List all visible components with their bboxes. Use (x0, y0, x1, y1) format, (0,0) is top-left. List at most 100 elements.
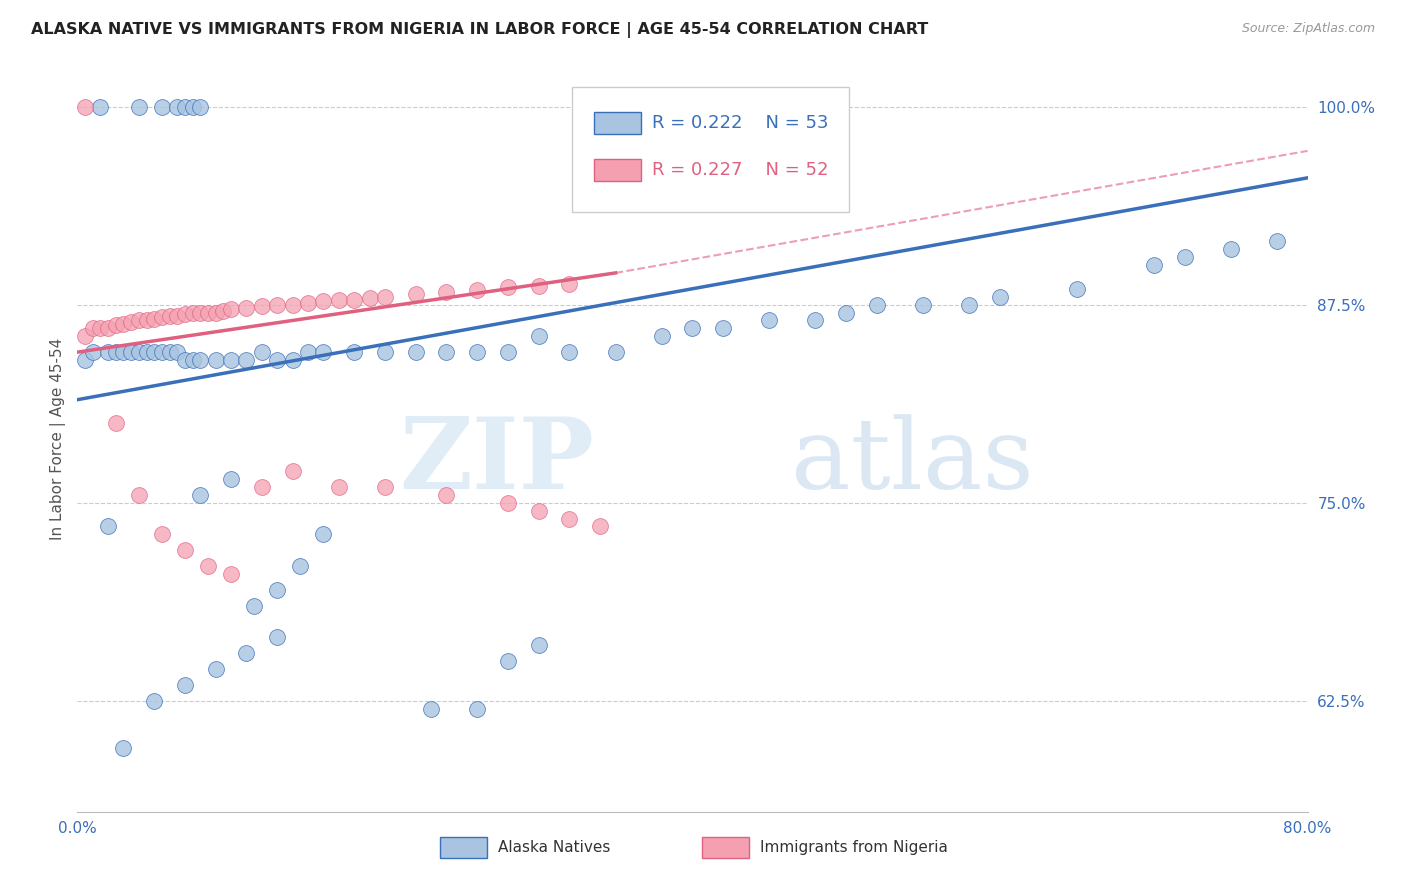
Point (527, 329, 550, 343)
Point (128, 99, 150, 113)
Point (188, 305, 212, 319)
Point (159, 345, 181, 359)
Point (1066, 282, 1088, 296)
FancyBboxPatch shape (440, 837, 486, 858)
Point (527, 503, 550, 517)
Point (174, 678, 197, 692)
Point (281, 297, 304, 311)
Point (219, 567, 242, 582)
Point (97, 345, 120, 359)
Point (374, 480, 396, 494)
Point (835, 305, 858, 319)
Point (589, 519, 612, 533)
Text: R = 0.227    N = 52: R = 0.227 N = 52 (652, 161, 828, 178)
Point (82, 321, 104, 335)
Point (297, 296, 319, 310)
Point (527, 638, 550, 652)
Point (957, 297, 980, 311)
Point (135, 313, 157, 327)
Point (188, 99, 212, 113)
Point (219, 302, 242, 317)
Point (343, 345, 366, 359)
Text: Alaska Natives: Alaska Natives (498, 840, 610, 855)
Point (312, 294, 335, 309)
Point (297, 345, 319, 359)
Point (112, 741, 135, 756)
Point (104, 417, 127, 431)
Text: Source: ZipAtlas.com: Source: ZipAtlas.com (1241, 22, 1375, 36)
Point (758, 313, 780, 327)
Text: ALASKA NATIVE VS IMMIGRANTS FROM NIGERIA IN LABOR FORCE | AGE 45-54 CORRELATION : ALASKA NATIVE VS IMMIGRANTS FROM NIGERIA… (31, 22, 928, 38)
Point (174, 99, 197, 113)
Point (143, 345, 166, 359)
Point (82, 345, 104, 359)
Point (135, 345, 157, 359)
Point (266, 582, 288, 597)
Point (711, 321, 734, 335)
Point (219, 353, 242, 368)
Point (436, 285, 458, 299)
Text: ZIP: ZIP (399, 413, 595, 510)
Point (1219, 242, 1241, 256)
Point (266, 353, 288, 368)
Point (558, 277, 581, 291)
Point (359, 291, 381, 305)
Point (496, 280, 519, 294)
Point (465, 702, 488, 716)
Point (328, 293, 350, 307)
Point (496, 654, 519, 668)
Point (104, 345, 127, 359)
Point (166, 309, 188, 323)
Point (682, 321, 704, 335)
Point (73, 353, 96, 368)
Point (174, 543, 197, 558)
Point (89, 99, 111, 113)
Point (465, 345, 488, 359)
Point (281, 464, 304, 478)
Text: R = 0.222    N = 53: R = 0.222 N = 53 (652, 114, 828, 132)
Point (174, 307, 197, 321)
Point (266, 297, 288, 311)
Point (150, 99, 173, 113)
Point (605, 345, 627, 359)
Point (250, 299, 273, 313)
Point (73, 329, 96, 343)
FancyBboxPatch shape (572, 87, 849, 212)
Point (312, 345, 335, 359)
Point (143, 311, 166, 326)
Point (266, 631, 288, 645)
Point (312, 527, 335, 541)
Point (436, 345, 458, 359)
Point (143, 694, 166, 708)
Point (496, 496, 519, 510)
Point (250, 345, 273, 359)
Point (89, 321, 111, 335)
Point (112, 317, 135, 331)
Point (212, 304, 235, 318)
Point (150, 527, 173, 541)
Point (128, 313, 150, 327)
Point (150, 310, 173, 325)
Point (436, 488, 458, 502)
Text: Immigrants from Nigeria: Immigrants from Nigeria (761, 840, 948, 855)
Point (465, 284, 488, 298)
Point (420, 702, 443, 716)
Point (197, 305, 219, 319)
FancyBboxPatch shape (703, 837, 749, 858)
Point (188, 488, 212, 502)
Point (104, 318, 127, 333)
Point (120, 345, 142, 359)
Point (281, 353, 304, 368)
Point (636, 123, 658, 137)
Point (1265, 234, 1288, 248)
Point (374, 345, 396, 359)
Point (558, 511, 581, 525)
Point (912, 297, 935, 311)
Point (204, 353, 226, 368)
Point (181, 305, 204, 319)
Point (527, 278, 550, 293)
Point (1174, 250, 1197, 264)
Point (159, 309, 181, 323)
Point (166, 345, 188, 359)
Point (188, 353, 212, 368)
